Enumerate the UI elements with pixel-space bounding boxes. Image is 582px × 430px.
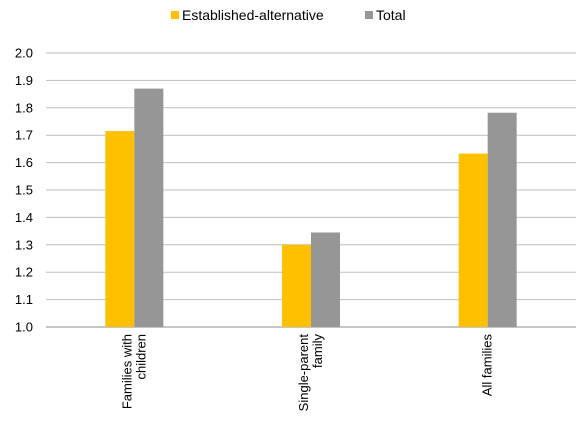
y-tick-label: 1.7 xyxy=(15,128,33,143)
y-tick-label: 1.8 xyxy=(15,100,33,115)
x-axis-category-labels: Families with children Single-parent family… xyxy=(119,334,494,412)
y-axis-tick-labels: 1.0 1.1 1.2 1.3 1.4 1.5 1.6 1.7 1.8 1.9 2.0 xyxy=(15,46,33,335)
y-tick-label: 1.0 xyxy=(15,320,33,335)
category-label-line: All families xyxy=(480,334,495,397)
bar-total xyxy=(487,112,517,328)
category-label-line: Families with xyxy=(119,334,134,409)
y-tick-label: 1.3 xyxy=(15,237,33,252)
y-tick-label: 2.0 xyxy=(15,46,33,61)
legend-label: Established-alternative xyxy=(182,7,324,23)
legend-swatch xyxy=(171,11,179,19)
y-tick-label: 1.9 xyxy=(15,73,33,88)
y-tick-label: 1.2 xyxy=(15,265,33,280)
bars xyxy=(105,88,517,328)
category-label-line: family xyxy=(310,334,325,368)
category-label: Families with children xyxy=(119,334,148,409)
legend-label: Total xyxy=(376,7,406,23)
category-label-line: children xyxy=(133,334,148,380)
legend-swatch xyxy=(365,11,373,19)
bar-established-alternative xyxy=(458,153,488,327)
y-tick-label: 1.1 xyxy=(15,292,33,307)
y-tick-label: 1.5 xyxy=(15,183,33,198)
bar-total xyxy=(311,232,340,327)
category-label-line: Single-parent xyxy=(296,334,311,412)
bar-total xyxy=(134,88,164,328)
y-tick-label: 1.4 xyxy=(15,210,33,225)
bar-established-alternative xyxy=(282,244,311,327)
bar-established-alternative xyxy=(105,131,135,327)
legend: Established-alternative Total xyxy=(171,7,406,23)
category-label: All families xyxy=(480,334,495,397)
category-label: Single-parent family xyxy=(296,334,325,412)
y-tick-label: 1.6 xyxy=(15,155,33,170)
